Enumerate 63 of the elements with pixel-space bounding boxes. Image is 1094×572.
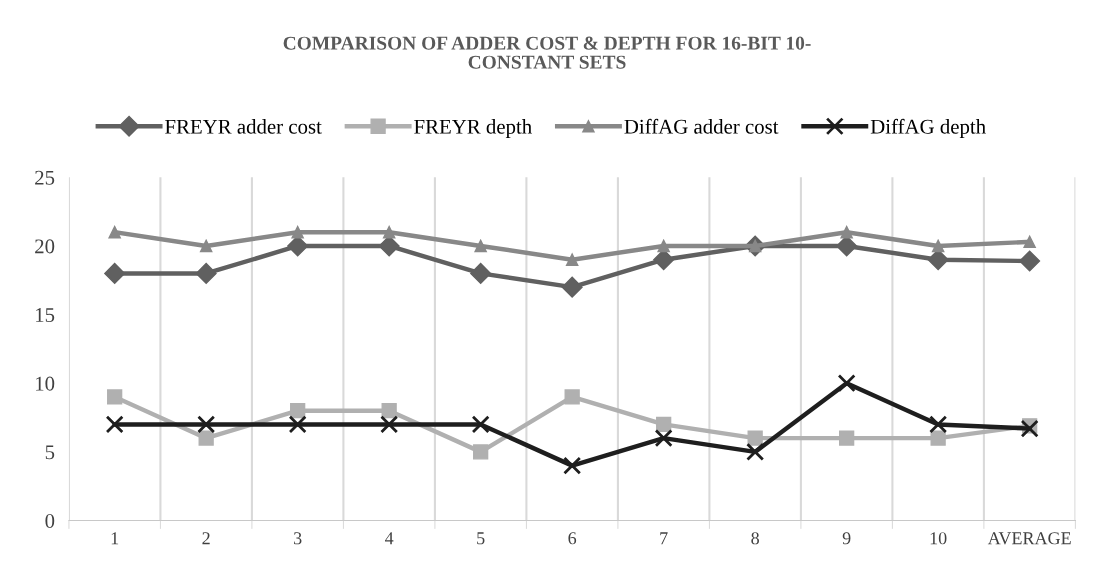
- point: [836, 235, 858, 257]
- legend-label: FREYR depth: [414, 119, 532, 138]
- point: [104, 262, 126, 284]
- point: [287, 235, 309, 257]
- point: [927, 249, 949, 271]
- point: [929, 415, 948, 434]
- x-tick-label: 9: [842, 532, 851, 545]
- point: [930, 430, 946, 446]
- point: [746, 442, 765, 461]
- point: [1020, 419, 1039, 438]
- x-tick-label: AVERAGE: [987, 532, 1071, 545]
- point: [473, 444, 489, 460]
- x-tick-label: 1: [111, 532, 119, 545]
- point: [199, 239, 213, 253]
- x-tick-label: 10: [930, 532, 947, 545]
- point: [470, 262, 492, 284]
- chart-title: COMPARISON OF ADDER COST & DEPTH FOR 16-BIT 10- CONSTANT SETS: [283, 36, 811, 69]
- point: [840, 225, 853, 239]
- y-tick-label: 5: [45, 445, 55, 460]
- point: [656, 416, 672, 433]
- x-tick-label: 8: [751, 532, 759, 545]
- x-tick-label: 6: [568, 532, 577, 545]
- y-tick-label: 10: [36, 376, 55, 391]
- point: [382, 225, 396, 239]
- point: [747, 430, 763, 446]
- x-tick-label: 2: [202, 532, 210, 545]
- x-tick-label: 7: [660, 532, 668, 545]
- y-tick-label: 20: [35, 239, 55, 254]
- point: [195, 262, 217, 284]
- point: [564, 389, 580, 405]
- point: [837, 374, 856, 393]
- point: [565, 253, 579, 266]
- point: [1023, 235, 1036, 249]
- point: [931, 239, 945, 253]
- x-tick-label: 4: [385, 532, 394, 545]
- point: [561, 276, 583, 298]
- point: [290, 403, 306, 419]
- point: [105, 415, 124, 434]
- point: [657, 239, 670, 253]
- point: [471, 415, 490, 434]
- point: [291, 225, 304, 239]
- point: [654, 429, 673, 448]
- point: [1019, 250, 1041, 272]
- point: [198, 430, 214, 446]
- y-tick-label: 25: [35, 170, 55, 185]
- point: [378, 235, 400, 257]
- point: [108, 225, 121, 239]
- point: [653, 249, 675, 271]
- point: [288, 415, 307, 434]
- point: [107, 389, 123, 405]
- x-tick-label: 5: [477, 532, 485, 545]
- x-tick-label: 3: [294, 532, 302, 545]
- point: [839, 430, 855, 446]
- point: [563, 456, 582, 475]
- y-tick-label: 0: [45, 513, 55, 528]
- legend-label: DiffAG depth: [870, 118, 986, 138]
- y-tick-label: 15: [36, 308, 55, 323]
- legend-label: FREYR adder cost: [165, 119, 322, 134]
- point: [381, 403, 397, 419]
- legend-label: DiffAG adder cost: [624, 118, 779, 134]
- point: [380, 415, 399, 434]
- point: [474, 239, 487, 253]
- point: [197, 415, 216, 434]
